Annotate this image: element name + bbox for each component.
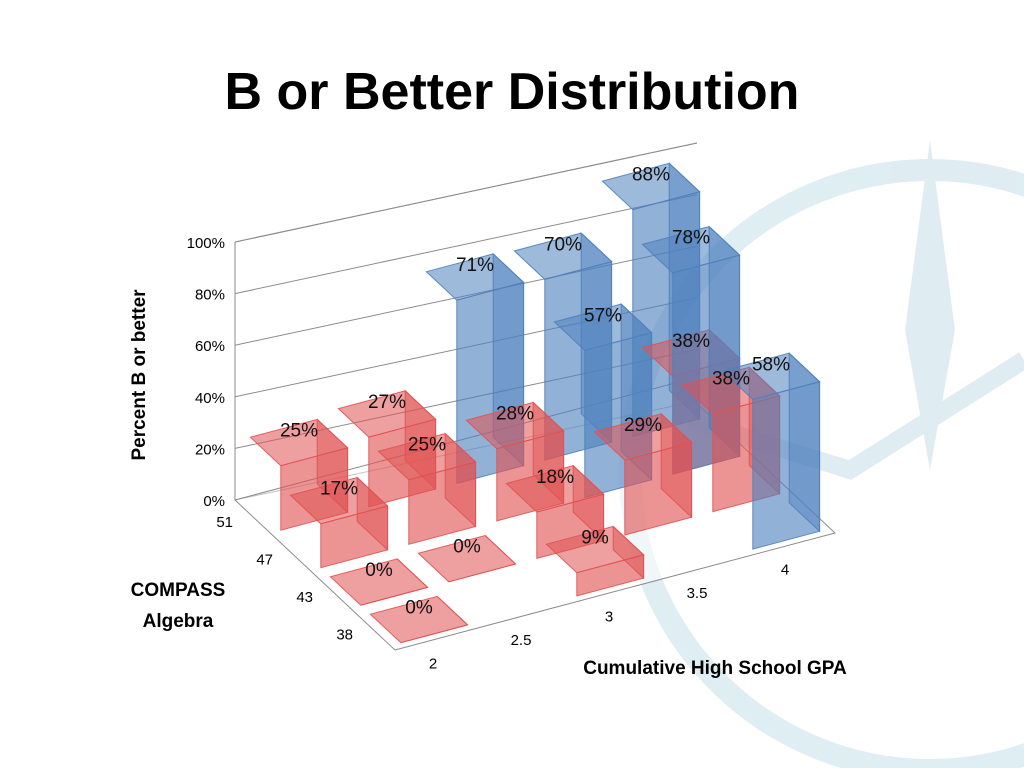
bar — [593, 412, 693, 536]
bar-top-face — [249, 418, 349, 467]
bar-top-face — [329, 558, 429, 606]
z-tick-label: 38 — [336, 626, 353, 643]
data-label: 0% — [365, 560, 393, 581]
x-tick-label: 2 — [429, 655, 437, 672]
y-tick-label: 80% — [195, 287, 225, 304]
x-tick-label: 3.5 — [687, 585, 708, 602]
data-label: 17% — [320, 479, 358, 500]
bar-top-face — [289, 476, 389, 525]
bar — [329, 558, 429, 606]
bar — [369, 595, 469, 644]
bar-top-face — [337, 390, 437, 438]
data-label: 18% — [536, 467, 574, 488]
data-label: 38% — [712, 368, 750, 389]
bar-top-face — [417, 534, 517, 583]
data-label: 0% — [405, 598, 433, 619]
bar-top-face — [425, 253, 525, 301]
bar-top-face — [465, 401, 565, 450]
y-tick-label: 60% — [195, 338, 225, 355]
bar-top-face — [377, 432, 477, 481]
tick-labels: 0% 20% 40% 60% 80% 100% 2 2.5 3 3.5 4 38 43 47 51 — [187, 235, 790, 672]
bar-top-face — [641, 226, 741, 274]
data-label: 9% — [581, 528, 609, 549]
x-axis-title: Cumulative High School GPA — [583, 658, 847, 679]
bars — [249, 162, 821, 644]
bar-top-face — [545, 525, 645, 574]
bar — [289, 476, 389, 569]
data-label: 38% — [672, 331, 710, 352]
z-tick-label: 43 — [296, 589, 313, 606]
bar — [377, 432, 477, 545]
bar — [545, 525, 645, 597]
x-tick-label: 3 — [605, 609, 613, 626]
data-label: 27% — [368, 392, 406, 413]
gridline — [234, 194, 698, 295]
data-label: 71% — [456, 255, 494, 276]
data-label: 58% — [752, 354, 790, 375]
bar — [721, 352, 821, 550]
bar-top-face — [593, 413, 693, 461]
slide-title: B or Better Distribution — [224, 63, 800, 121]
bar-top-face — [513, 232, 613, 280]
bar-top-face — [553, 303, 653, 351]
data-label: 29% — [624, 415, 662, 436]
bar — [417, 534, 517, 583]
data-label: 25% — [280, 421, 318, 442]
z-tick-label: 47 — [256, 551, 273, 568]
data-label: 28% — [496, 404, 534, 425]
data-label: 78% — [672, 228, 710, 249]
z-axis-title-line-2: Algebra — [143, 611, 214, 632]
bar-top-face — [505, 465, 605, 513]
data-label: 70% — [544, 234, 582, 255]
x-tick-label: 2.5 — [511, 632, 532, 649]
z-tick-label: 51 — [216, 514, 233, 531]
y-tick-label: 20% — [195, 441, 225, 458]
bar-top-face — [369, 595, 469, 644]
bar-top-face — [601, 162, 701, 211]
y-tick-label: 100% — [187, 235, 225, 252]
data-label: 25% — [408, 435, 446, 456]
y-tick-label: 40% — [195, 390, 225, 407]
data-labels: 25% 27% 71% 70% 88% 17% 25% 28% 57% 38% 78% 0% 0% 18%… — [280, 164, 790, 618]
data-label: 0% — [453, 537, 481, 558]
data-label: 88% — [632, 164, 670, 185]
bar-top-face — [721, 352, 821, 401]
back-wall-top — [234, 142, 698, 243]
x-tick-label: 4 — [781, 562, 789, 579]
y-axis-title: Percent B or better — [129, 289, 150, 461]
y-tick-label: 0% — [203, 493, 225, 510]
data-label: 57% — [584, 305, 622, 326]
z-axis-title: COMPASS — [131, 580, 226, 601]
